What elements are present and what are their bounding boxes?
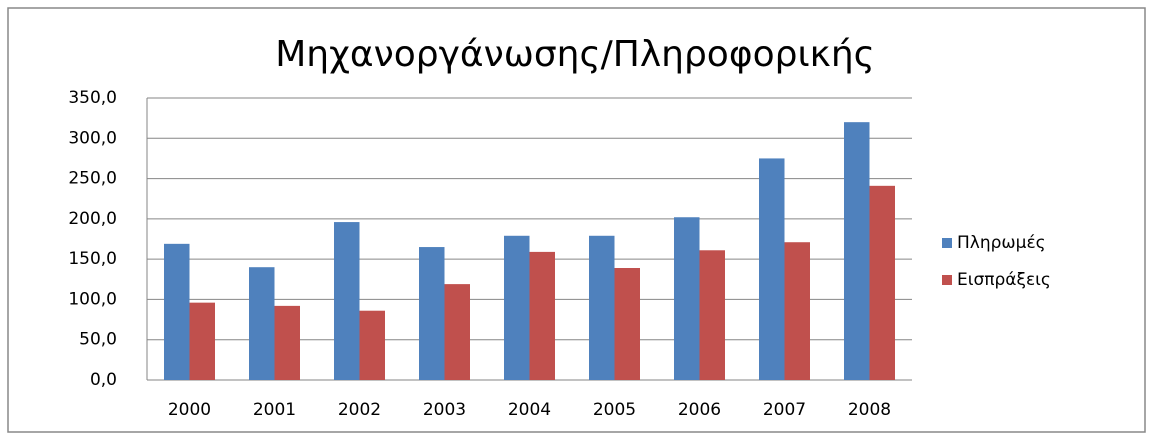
legend-swatch bbox=[942, 238, 952, 248]
y-tick-label: 250,0 bbox=[68, 169, 117, 189]
y-tick-label: 350,0 bbox=[68, 88, 117, 108]
y-tick-label: 0,0 bbox=[90, 370, 117, 390]
bar bbox=[249, 267, 275, 380]
bar bbox=[189, 302, 215, 380]
bar bbox=[274, 305, 300, 380]
bar bbox=[674, 217, 700, 380]
bar bbox=[844, 122, 870, 381]
y-tick-label: 200,0 bbox=[68, 209, 117, 229]
bar bbox=[164, 243, 190, 380]
x-tick-label: 2005 bbox=[593, 400, 636, 420]
bar bbox=[419, 247, 445, 380]
x-tick-label: 2008 bbox=[848, 400, 891, 420]
x-tick-label: 2003 bbox=[423, 400, 466, 420]
legend-label: Εισπράξεις bbox=[957, 270, 1051, 290]
y-tick-label: 150,0 bbox=[68, 249, 117, 269]
x-tick-label: 2006 bbox=[678, 400, 721, 420]
y-tick-label: 300,0 bbox=[68, 128, 117, 148]
bar bbox=[334, 222, 360, 380]
bar bbox=[359, 310, 385, 380]
bar bbox=[759, 158, 785, 380]
y-tick-label: 50,0 bbox=[79, 330, 117, 350]
legend-swatch bbox=[942, 275, 952, 285]
legend-label: Πληρωμές bbox=[957, 233, 1046, 253]
bar bbox=[784, 242, 810, 380]
bar bbox=[869, 185, 895, 380]
bar bbox=[614, 268, 640, 380]
bar bbox=[504, 235, 530, 380]
bar bbox=[444, 284, 470, 380]
x-tick-label: 2004 bbox=[508, 400, 551, 420]
y-tick-label: 100,0 bbox=[68, 289, 117, 309]
x-tick-label: 2002 bbox=[338, 400, 381, 420]
bar bbox=[529, 251, 555, 380]
bar bbox=[589, 235, 615, 380]
chart-title: Μηχανοργάνωσης/Πληροφορικής bbox=[275, 34, 875, 75]
x-tick-label: 2007 bbox=[763, 400, 806, 420]
bar bbox=[699, 250, 725, 380]
x-tick-label: 2000 bbox=[168, 400, 211, 420]
x-tick-label: 2001 bbox=[253, 400, 296, 420]
